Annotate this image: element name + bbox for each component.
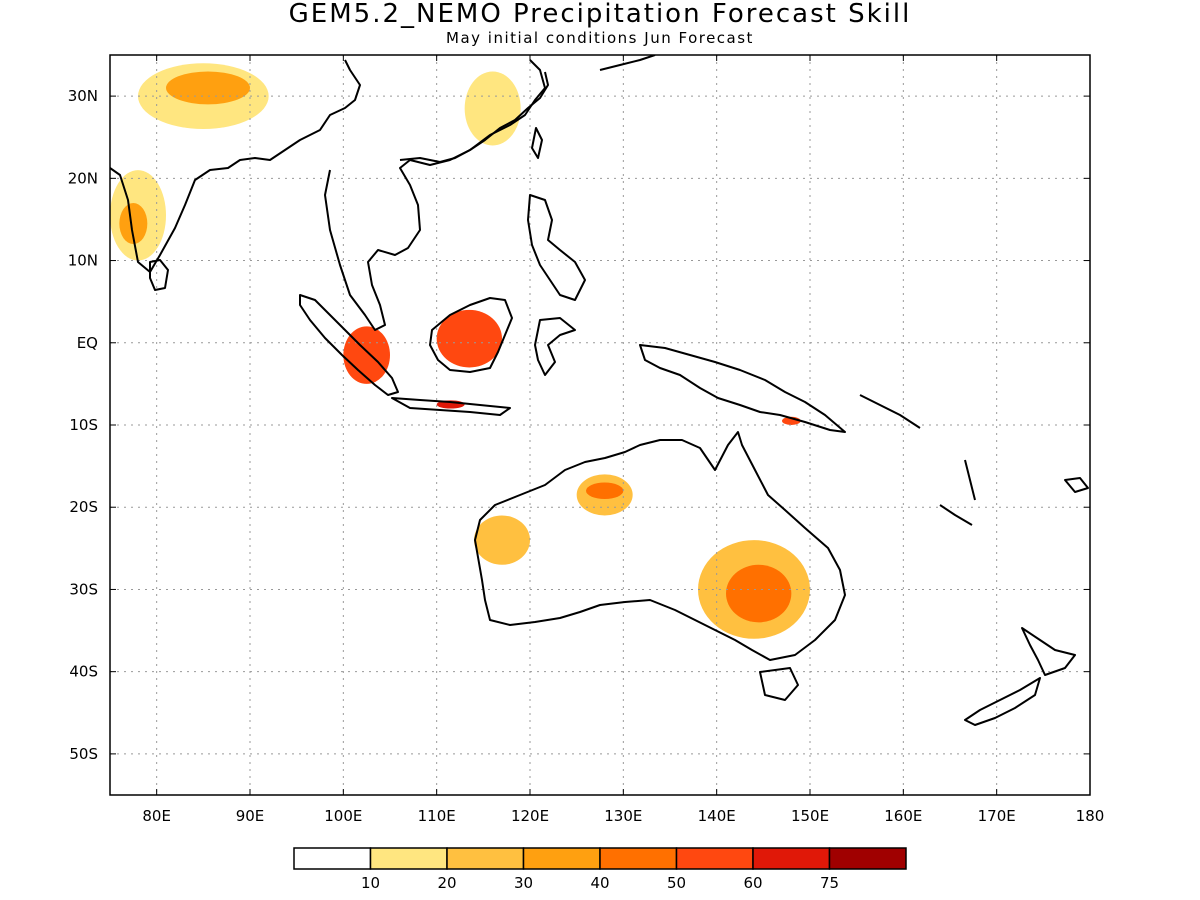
colorbar-label: 30 <box>514 874 533 892</box>
lon-tick-label: 170E <box>978 807 1016 825</box>
coast-australia <box>474 431 846 661</box>
skill-region <box>436 309 503 368</box>
coast-tasmania <box>759 667 799 701</box>
coast-south-asia <box>110 59 361 273</box>
colorbar-swatch <box>675 847 754 870</box>
lon-tick-label: 80E <box>142 807 171 825</box>
lat-tick-label: EQ <box>77 334 98 352</box>
coast-taiwan <box>531 127 543 159</box>
colorbar-swatch <box>828 847 907 870</box>
lon-tick-label: 160E <box>884 807 922 825</box>
lon-tick-label: 110E <box>418 807 456 825</box>
coast-sulawesi <box>534 317 576 376</box>
colorbar-swatch <box>752 847 831 870</box>
lat-tick-label: 30S <box>69 580 98 598</box>
coast-sri-lanka <box>149 259 169 291</box>
lon-tick-label: 150E <box>791 807 829 825</box>
skill-region <box>119 203 148 245</box>
lon-tick-label: 120E <box>511 807 549 825</box>
lon-tick-label: 100E <box>324 807 362 825</box>
colorbar-swatch <box>522 847 601 870</box>
coast-philippines <box>527 194 586 301</box>
lat-tick-label: 10S <box>69 416 98 434</box>
lon-tick-label: 130E <box>604 807 642 825</box>
map-title: GEM5.2_NEMO Precipitation Forecast Skill <box>288 0 912 29</box>
axis-ticks: 30N 20N 10N EQ 10S 20S 30S 40S 50S 80E 90E 100E 110E… <box>68 55 1105 825</box>
skill-region <box>166 71 250 105</box>
coast-new-caledonia <box>939 504 973 526</box>
coast-borneo <box>429 297 513 373</box>
coast-vanuatu <box>964 459 976 501</box>
coast-china <box>399 71 549 163</box>
lon-tick-label: 90E <box>236 807 265 825</box>
coast-fiji <box>1064 477 1089 493</box>
lat-tick-label: 30N <box>68 87 98 105</box>
skill-region <box>726 564 792 623</box>
lat-tick-label: 50S <box>69 745 98 763</box>
lat-tick-label: 20S <box>69 498 98 516</box>
colorbar-label: 20 <box>437 874 456 892</box>
colorbar-label: 60 <box>743 874 762 892</box>
colorbar: 10 20 30 40 50 60 75 <box>293 847 907 892</box>
colorbar-label: 10 <box>361 874 380 892</box>
coast-sumatra <box>299 294 399 396</box>
map-subtitle: May initial conditions Jun Forecast <box>446 29 754 47</box>
coast-nz-north <box>1021 627 1076 676</box>
coastlines <box>110 55 1089 726</box>
colorbar-swatch <box>446 847 525 870</box>
colorbar-label: 50 <box>667 874 686 892</box>
colorbar-swatch <box>599 847 678 870</box>
colorbar-label: 75 <box>820 874 839 892</box>
lat-tick-label: 10N <box>68 252 98 270</box>
coast-java <box>391 397 511 416</box>
gridlines <box>110 55 1090 795</box>
lat-tick-label: 20N <box>68 169 98 187</box>
coast-solomons <box>859 394 921 429</box>
coast-nz-south <box>964 677 1041 726</box>
lat-tick-label: 40S <box>69 663 98 681</box>
colorbar-swatch <box>369 847 448 870</box>
coast-indochina <box>324 59 546 331</box>
coast-japan <box>599 55 656 71</box>
lon-tick-label: 140E <box>698 807 736 825</box>
skill-shading-layer <box>110 63 810 639</box>
coast-new-guinea <box>639 344 846 433</box>
skill-region <box>586 482 624 499</box>
lon-tick-label: 180 <box>1076 807 1105 825</box>
skill-region <box>474 515 530 565</box>
colorbar-swatch <box>293 847 372 870</box>
colorbar-label: 40 <box>590 874 609 892</box>
